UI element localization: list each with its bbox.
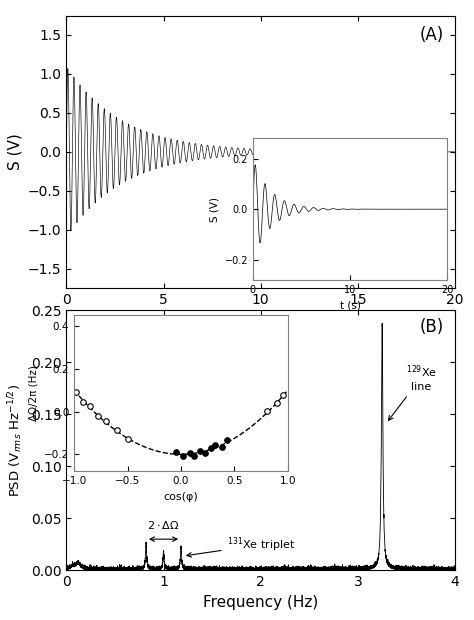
Y-axis label: PSD (V$_{rms}$ Hz$^{-1/2}$): PSD (V$_{rms}$ Hz$^{-1/2}$) — [7, 384, 25, 497]
Text: (B): (B) — [419, 318, 443, 336]
Text: $2\cdot\Delta\Omega$: $2\cdot\Delta\Omega$ — [147, 519, 180, 531]
Y-axis label: S (V): S (V) — [7, 133, 22, 171]
X-axis label: Frequency (Hz): Frequency (Hz) — [203, 595, 319, 610]
Text: (A): (A) — [419, 27, 443, 45]
X-axis label: t (s): t (s) — [246, 312, 276, 328]
Text: $^{131}$Xe triplet: $^{131}$Xe triplet — [187, 535, 295, 557]
Text: $^{129}$Xe
line: $^{129}$Xe line — [389, 363, 437, 420]
